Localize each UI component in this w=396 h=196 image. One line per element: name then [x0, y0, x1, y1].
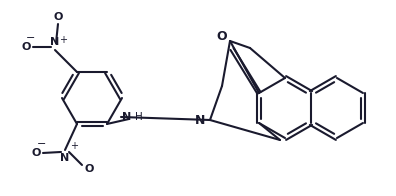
Text: O: O	[53, 12, 63, 22]
Text: N: N	[195, 113, 205, 126]
Text: O: O	[31, 148, 41, 158]
Text: N: N	[122, 112, 131, 122]
Text: N: N	[50, 37, 60, 47]
Text: +: +	[59, 35, 67, 45]
Text: N: N	[60, 153, 70, 163]
Text: O: O	[21, 42, 30, 52]
Text: H: H	[135, 112, 143, 122]
Text: −: −	[26, 33, 36, 43]
Text: O: O	[84, 164, 94, 174]
Text: +: +	[70, 141, 78, 151]
Text: O: O	[217, 30, 227, 43]
Text: −: −	[37, 139, 47, 149]
